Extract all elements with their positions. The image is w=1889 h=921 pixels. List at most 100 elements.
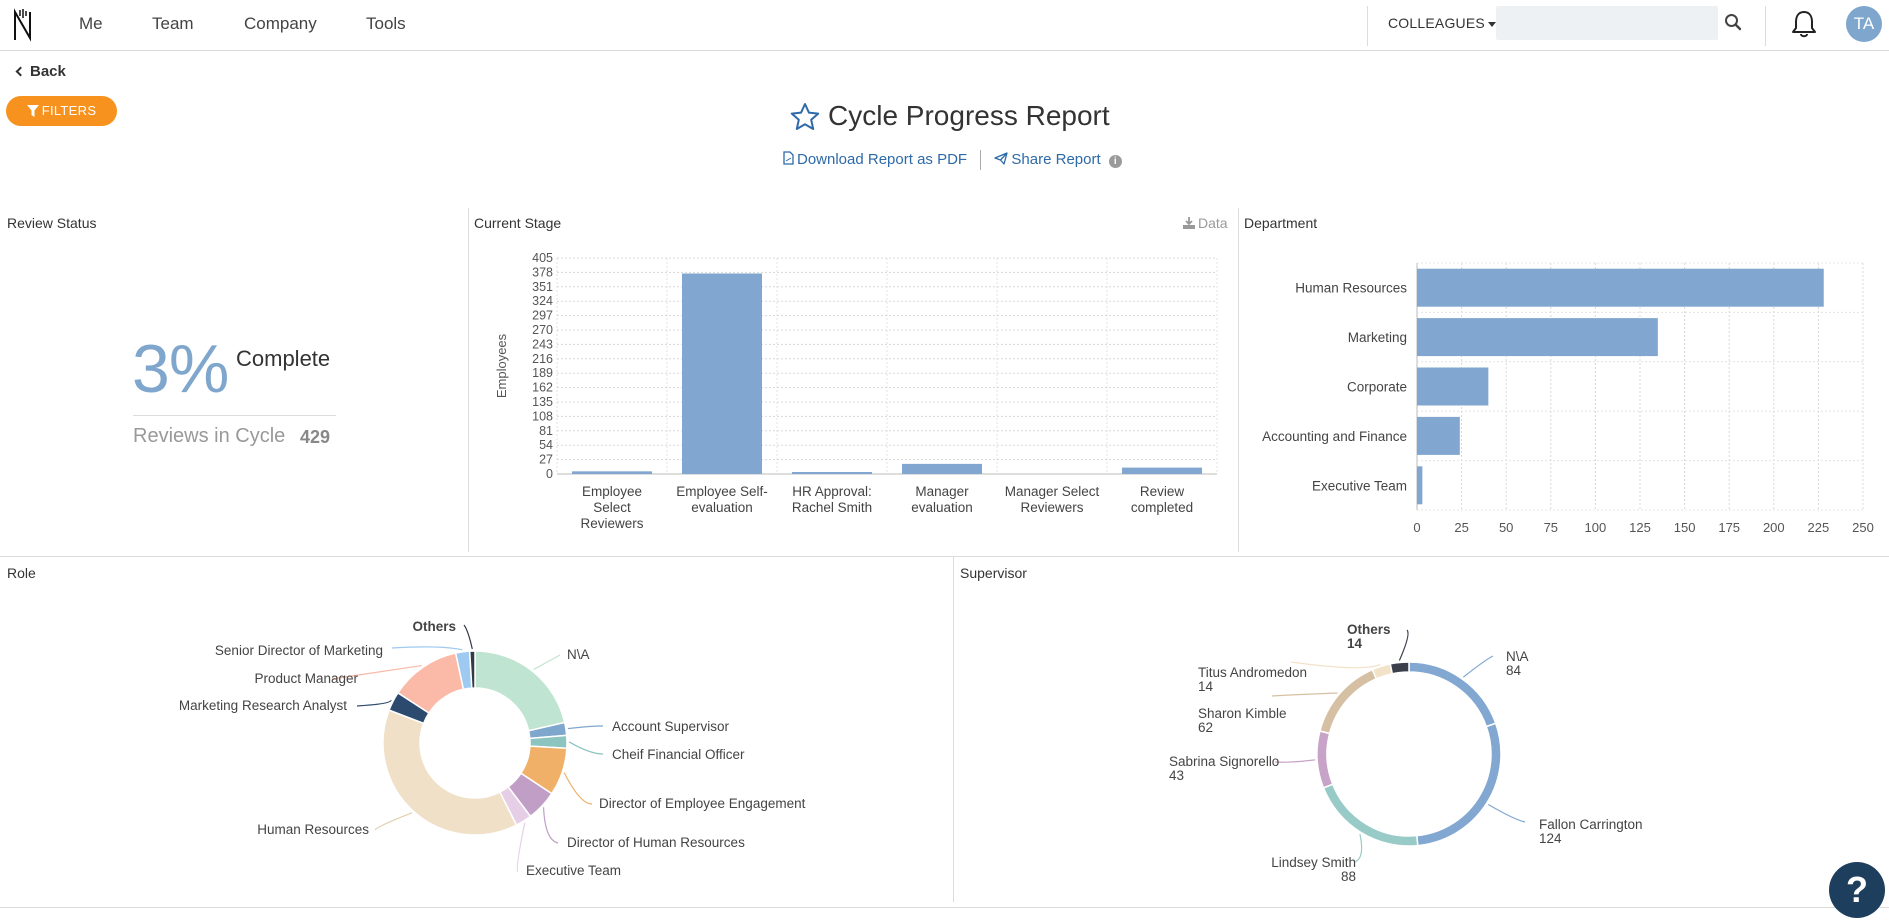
x-tick-label: Employee	[582, 484, 642, 499]
filters-label: FILTERS	[41, 103, 97, 118]
completion-percent: 3%	[132, 331, 229, 407]
panel-divider	[0, 556, 1889, 557]
label-connector	[1354, 834, 1363, 863]
label-connector	[1398, 629, 1409, 661]
slice-label-count: 62	[1198, 720, 1213, 735]
y-tick-label: 324	[532, 294, 553, 308]
nav-me[interactable]: Me	[79, 14, 103, 33]
nav-company[interactable]: Company	[244, 14, 317, 33]
avatar[interactable]: TA	[1846, 6, 1882, 42]
bell-icon[interactable]	[1791, 9, 1817, 39]
slice-label: N\A	[567, 647, 590, 662]
app-logo[interactable]	[12, 6, 34, 44]
slice-label-name: Lindsey Smith	[1271, 855, 1356, 870]
y-axis-label: Employees	[494, 333, 509, 398]
actions-divider	[980, 150, 982, 170]
nav-divider	[1367, 6, 1368, 46]
back-label: Back	[30, 63, 66, 80]
nav-team[interactable]: Team	[152, 14, 194, 33]
slice-label-name: Marketing Research Analyst	[179, 698, 347, 713]
x-tick-label: 75	[1544, 520, 1558, 535]
y-tick-label: 54	[539, 438, 553, 452]
report-actions: Download Report as PDF Share Report i	[783, 150, 1122, 170]
pie-slice	[1316, 730, 1334, 789]
y-tick-label: 378	[532, 265, 553, 279]
slice-label-count: 14	[1198, 679, 1214, 694]
stage-bar	[572, 471, 652, 474]
slice-label-name: Sabrina Signorello	[1169, 754, 1279, 769]
department-bar	[1417, 367, 1489, 406]
x-tick-label: evaluation	[911, 500, 973, 515]
label-connector	[391, 646, 463, 651]
download-data-link[interactable]: Data	[1182, 215, 1228, 231]
slice-label: Director of Human Resources	[567, 835, 745, 850]
role-chart: N\A Account Supervisor Cheif Financial Off…	[179, 619, 806, 878]
x-tick-label: Employee Self-	[676, 484, 768, 499]
share-report-link[interactable]: Share Report	[994, 151, 1104, 168]
y-tick-label: 108	[532, 409, 553, 423]
info-icon[interactable]: i	[1108, 154, 1122, 168]
star-icon[interactable]	[790, 102, 820, 132]
panel-divider	[1238, 208, 1239, 552]
slice-label-name: Titus Andromedon	[1198, 665, 1307, 680]
label-connector	[1290, 661, 1381, 669]
y-tick-label: 189	[532, 366, 553, 380]
label-connector	[1487, 804, 1526, 823]
help-button[interactable]: ?	[1829, 862, 1885, 918]
label-connector	[516, 822, 526, 873]
nav-tools[interactable]: Tools	[366, 14, 406, 33]
pie-slice	[1415, 722, 1502, 847]
x-tick-label: Reviewers	[580, 516, 643, 531]
download-pdf-link[interactable]: Download Report as PDF	[783, 151, 971, 168]
pie-slice	[1389, 661, 1410, 675]
slice-label-count: 84	[1506, 663, 1522, 678]
complete-label: Complete	[236, 346, 331, 371]
x-tick-label: Manager Select	[1005, 484, 1100, 499]
label-connector	[463, 624, 473, 650]
slice-label: Sabrina Signorello 43	[1169, 754, 1279, 783]
slice-label: Marketing Research Analyst	[179, 698, 347, 713]
department-chart: 0 25 50 75 100 125 150 175 200 225 250 Human Resour…	[1262, 262, 1874, 535]
department-title: Department	[1244, 215, 1318, 231]
filters-button[interactable]: FILTERS	[6, 96, 117, 126]
slice-label-count: 14	[1347, 636, 1363, 651]
label-connector	[331, 664, 422, 680]
y-tick-label: 0	[546, 467, 553, 481]
x-tick-label: 175	[1718, 520, 1740, 535]
review-status-title: Review Status	[7, 215, 97, 231]
x-tick-label: Rachel Smith	[792, 500, 872, 515]
slice-label: Others 14	[1347, 622, 1391, 651]
label-connector	[1271, 692, 1338, 697]
label-connector	[374, 812, 413, 831]
label-connector	[542, 807, 559, 844]
label-connector	[567, 725, 604, 730]
stage-bar	[792, 472, 872, 474]
stage-bar	[1122, 467, 1202, 474]
slice-label: Fallon Carrington 124	[1539, 817, 1643, 846]
chevron-down-icon	[1487, 21, 1496, 27]
label-connector	[1274, 759, 1316, 763]
slice-label: N\A 84	[1506, 649, 1529, 678]
slice-label-name: Director of Employee Engagement	[599, 796, 806, 811]
x-tick-label: evaluation	[691, 500, 753, 515]
y-tick-label: Accounting and Finance	[1262, 429, 1407, 444]
search-input[interactable]	[1496, 6, 1718, 40]
top-navigation: Me Team Company Tools COLLEAGUES TA	[0, 0, 1889, 51]
colleagues-dropdown[interactable]: COLLEAGUES	[1388, 15, 1496, 31]
y-tick-label: 243	[532, 337, 553, 351]
slice-label-name: Human Resources	[257, 822, 369, 837]
pie-slice	[474, 650, 566, 732]
y-tick-label: 270	[532, 323, 553, 337]
y-tick-label: 81	[539, 424, 553, 438]
slice-label: Senior Director of Marketing	[215, 643, 383, 658]
x-tick-label: 0	[1413, 520, 1420, 535]
x-tick-label: Select	[593, 500, 631, 515]
current-stage-chart: 0275481108135162189216243270297324351378…	[494, 251, 1218, 531]
colleagues-label: COLLEAGUES	[1388, 15, 1485, 31]
search-icon[interactable]	[1724, 13, 1742, 31]
supervisor-chart: N\A 84 Fallon Carrington 124 Lindsey Smith 88…	[1169, 622, 1643, 884]
slice-label-name: Senior Director of Marketing	[215, 643, 383, 658]
slice-label: Sharon Kimble 62	[1198, 706, 1287, 735]
x-tick-label: 100	[1585, 520, 1607, 535]
back-link[interactable]: Back	[15, 63, 66, 80]
